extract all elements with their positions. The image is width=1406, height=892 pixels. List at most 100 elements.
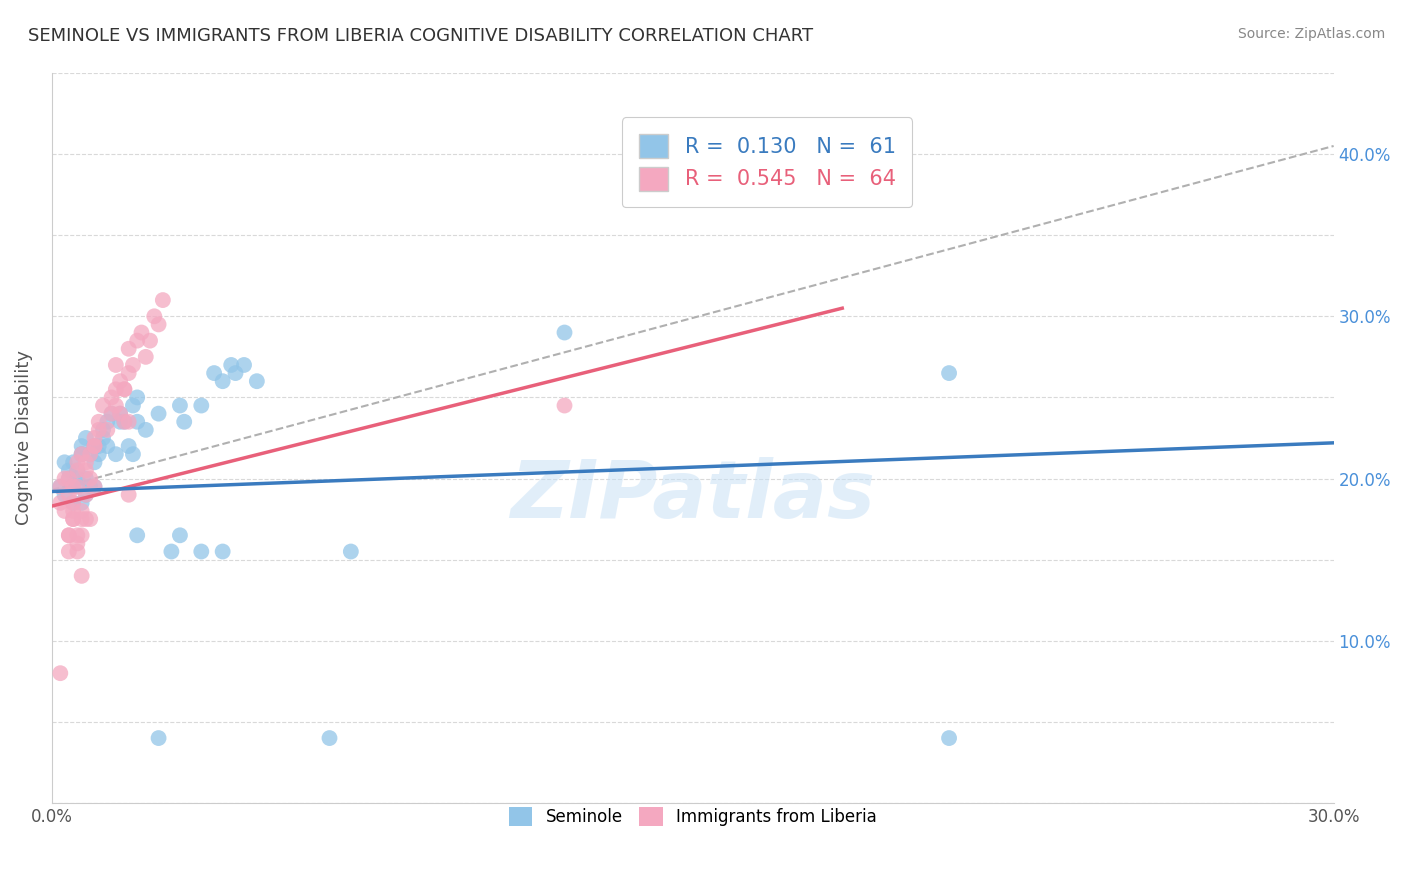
Point (122, 399, 145, 413)
Point (87, 415, 110, 429)
Point (66, 536, 89, 550)
Point (53, 455, 76, 469)
Point (87, 439, 110, 453)
Point (108, 407, 131, 421)
Point (62, 512, 84, 526)
Point (62, 455, 84, 469)
Point (66, 455, 89, 469)
Point (938, 366, 960, 380)
Point (96, 415, 118, 429)
Point (75, 488, 97, 502)
Point (91, 423, 114, 437)
Point (75, 488, 97, 502)
Text: ZIPatlas: ZIPatlas (510, 458, 875, 535)
Text: Source: ZipAtlas.com: Source: ZipAtlas.com (1237, 27, 1385, 41)
Point (58, 471, 80, 485)
Point (938, 731, 960, 745)
Point (83, 480, 105, 494)
Point (190, 399, 212, 413)
Point (112, 382, 135, 396)
Point (49, 666, 72, 681)
Point (148, 731, 170, 745)
Point (58, 544, 80, 558)
Point (87, 447, 110, 461)
Point (70, 447, 93, 461)
Point (173, 415, 195, 429)
Point (139, 334, 162, 348)
Point (118, 366, 141, 380)
Point (66, 480, 89, 494)
Point (112, 415, 135, 429)
Point (246, 374, 269, 388)
Point (143, 310, 166, 324)
Point (62, 504, 84, 518)
Point (79, 447, 101, 461)
Point (108, 374, 131, 388)
Point (118, 415, 141, 429)
Point (160, 544, 183, 558)
Point (79, 512, 101, 526)
Point (118, 439, 141, 453)
Point (104, 382, 127, 396)
Point (75, 463, 97, 477)
Point (131, 326, 153, 340)
Point (118, 342, 141, 356)
Point (108, 415, 131, 429)
Point (79, 471, 101, 485)
Point (169, 399, 191, 413)
Point (49, 480, 72, 494)
Point (58, 528, 80, 542)
Point (75, 512, 97, 526)
Point (104, 358, 127, 372)
Y-axis label: Cognitive Disability: Cognitive Disability (15, 351, 32, 525)
Point (62, 496, 84, 510)
Point (135, 423, 157, 437)
Point (553, 326, 575, 340)
Point (58, 463, 80, 477)
Point (87, 423, 110, 437)
Point (66, 471, 89, 485)
Point (62, 512, 84, 526)
Point (135, 350, 157, 364)
Point (58, 528, 80, 542)
Point (70, 528, 93, 542)
Point (70, 496, 93, 510)
Point (108, 407, 131, 421)
Point (118, 488, 141, 502)
Point (75, 471, 97, 485)
Point (70, 447, 93, 461)
Point (190, 544, 212, 558)
Point (83, 431, 105, 445)
Point (66, 463, 89, 477)
Point (66, 544, 89, 558)
Point (83, 439, 105, 453)
Point (49, 480, 72, 494)
Point (62, 480, 84, 494)
Point (202, 366, 225, 380)
Point (70, 504, 93, 518)
Point (79, 447, 101, 461)
Point (112, 382, 135, 396)
Point (318, 731, 340, 745)
Point (70, 447, 93, 461)
Point (70, 512, 93, 526)
Point (83, 439, 105, 453)
Point (211, 374, 233, 388)
Point (127, 334, 149, 348)
Point (91, 431, 114, 445)
Point (553, 399, 575, 413)
Point (79, 480, 101, 494)
Text: SEMINOLE VS IMMIGRANTS FROM LIBERIA COGNITIVE DISABILITY CORRELATION CHART: SEMINOLE VS IMMIGRANTS FROM LIBERIA COGN… (28, 27, 813, 45)
Point (96, 439, 118, 453)
Point (104, 399, 127, 413)
Point (66, 480, 89, 494)
Point (148, 318, 170, 332)
Point (169, 528, 191, 542)
Point (96, 423, 118, 437)
Point (83, 455, 105, 469)
Point (127, 391, 149, 405)
Point (58, 471, 80, 485)
Point (122, 447, 145, 461)
Point (53, 488, 76, 502)
Point (100, 407, 122, 421)
